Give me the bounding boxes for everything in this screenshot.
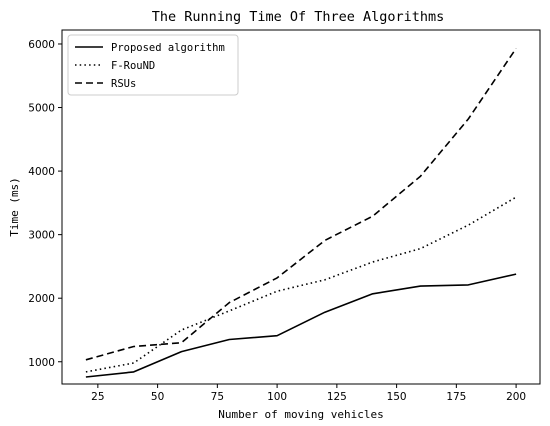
y-tick-label: 1000	[28, 357, 55, 369]
x-tick-label: 175	[446, 391, 466, 403]
legend: Proposed algorithm F-RouND RSUs	[67, 34, 239, 96]
x-tick-label: 200	[506, 391, 526, 403]
series-line-proposed-algorithm	[85, 273, 517, 378]
x-tick-label: 150	[387, 391, 407, 403]
series-layer	[85, 47, 517, 378]
x-tick-label: 75	[211, 391, 224, 403]
series-line-rsus	[85, 47, 517, 361]
y-axis-label: Time (ms)	[8, 177, 21, 237]
plot-frame	[61, 29, 541, 385]
x-tick-label: 100	[267, 391, 287, 403]
x-tick-label: 125	[327, 391, 347, 403]
y-axis: 1000 2000 3000 4000 5000 6000	[28, 39, 62, 369]
chart-title: The Running Time Of Three Algorithms	[152, 9, 445, 25]
legend-label: F-RouND	[111, 60, 155, 72]
legend-box	[67, 34, 239, 96]
x-tick-label: 50	[151, 391, 164, 403]
series-line-f-round	[85, 196, 517, 373]
y-tick-label: 3000	[28, 230, 55, 242]
legend-label: RSUs	[111, 78, 136, 90]
y-tick-label: 4000	[28, 166, 55, 178]
legend-label: Proposed algorithm	[111, 42, 225, 54]
x-tick-label: 25	[91, 391, 104, 403]
x-axis-label: Number of moving vehicles	[218, 408, 384, 421]
x-axis: 25 50 75 100 125 150 175 200	[91, 384, 526, 403]
y-tick-label: 6000	[28, 39, 55, 51]
y-tick-label: 5000	[28, 103, 55, 115]
y-tick-label: 2000	[28, 293, 55, 305]
